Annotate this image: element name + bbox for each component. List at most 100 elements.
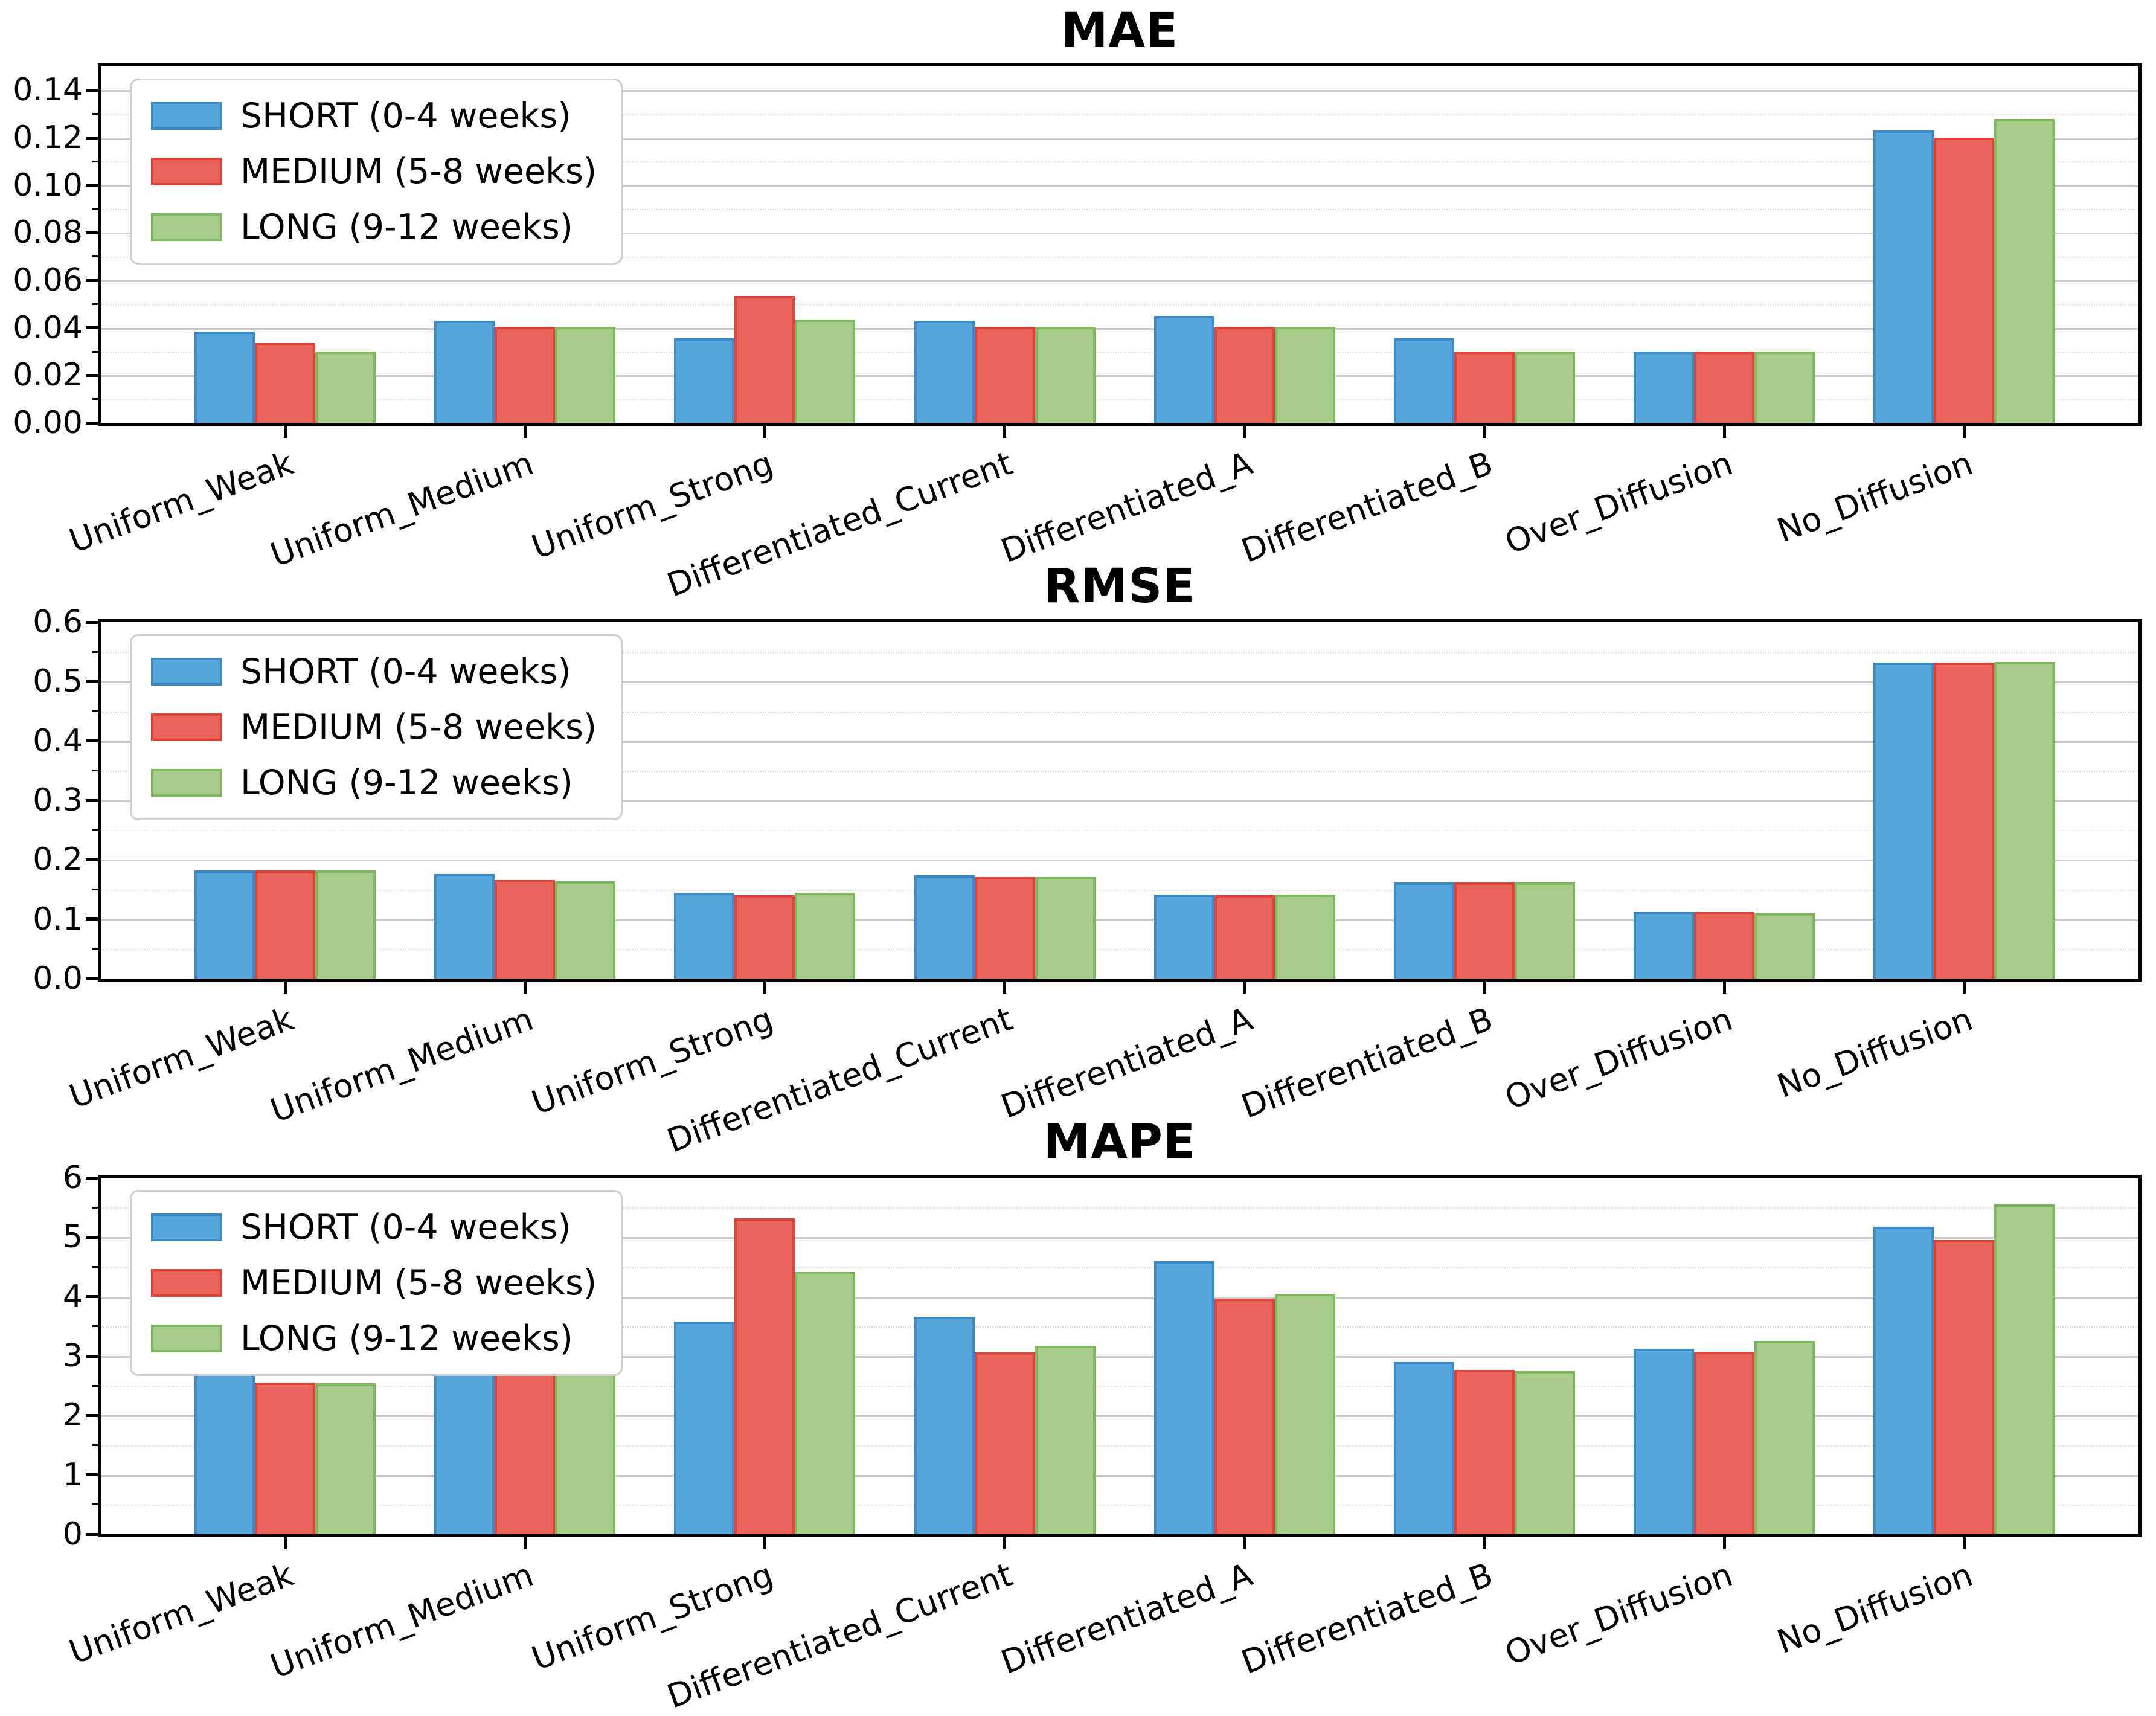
- x-tick-label: Uniform_Medium: [265, 1000, 538, 1130]
- bar-medium-differentiated_current: [974, 876, 1035, 979]
- x-tick: [283, 426, 287, 438]
- y-minor-tick: [92, 113, 98, 115]
- bar-medium-differentiated_current: [974, 326, 1035, 423]
- y-minor-tick: [92, 1384, 98, 1387]
- legend-entry: LONG (9-12 weeks): [151, 763, 597, 803]
- legend-swatch-icon: [151, 1325, 222, 1352]
- y-tick-label: 0.04: [13, 309, 83, 346]
- y-tick-label: 0.2: [33, 841, 83, 878]
- x-tick: [1962, 426, 1966, 438]
- bar-long-uniform_strong: [795, 1272, 856, 1534]
- x-tick-label: No_Diffusion: [1771, 1555, 1977, 1662]
- y-minor-tick: [92, 398, 98, 400]
- minor-gridline: [101, 304, 2138, 306]
- major-gridline: [101, 1237, 2138, 1239]
- legend-entry: MEDIUM (5-8 weeks): [151, 707, 597, 747]
- bar-short-uniform_medium: [434, 320, 495, 423]
- bar-long-differentiated_b: [1515, 352, 1575, 423]
- bar-medium-differentiated_a: [1214, 895, 1275, 979]
- y-major-tick: [86, 421, 98, 425]
- y-major-tick: [86, 136, 98, 140]
- bar-short-differentiated_current: [914, 320, 975, 423]
- legend-swatch-icon: [151, 213, 222, 241]
- x-tick: [1722, 1537, 1726, 1549]
- bar-short-no_diffusion: [1873, 662, 1934, 979]
- minor-gridline: [101, 1267, 2138, 1268]
- y-minor-tick: [92, 255, 98, 258]
- bar-short-over_diffusion: [1634, 911, 1695, 979]
- y-tick-label: 0.06: [13, 262, 83, 298]
- bar-long-uniform_medium: [555, 326, 616, 423]
- major-gridline: [101, 681, 2138, 684]
- mape-panel: MAPE 0 1 2 3 4 5 6 Uniform_Weak Uniform_Medium Un…: [63, 1115, 2142, 1716]
- y-major-tick: [86, 1176, 98, 1180]
- y-tick-label: 2: [62, 1397, 83, 1434]
- y-tick-label: 6: [62, 1160, 83, 1196]
- bar-medium-differentiated_b: [1454, 352, 1515, 423]
- legend: SHORT (0-4 weeks) MEDIUM (5-8 weeks) LONG …: [130, 79, 623, 265]
- x-tick-label: Differentiated_A: [996, 1000, 1258, 1126]
- bar-long-no_diffusion: [1994, 661, 2055, 979]
- x-tick: [283, 1537, 287, 1549]
- x-tick: [763, 426, 766, 438]
- bar-long-uniform_medium: [555, 1357, 616, 1534]
- x-tick: [1483, 1537, 1486, 1549]
- bar-long-no_diffusion: [1994, 1204, 2055, 1534]
- x-tick: [763, 1537, 766, 1549]
- y-major-tick: [86, 620, 98, 624]
- mae-panel: MAE 0.00 0.02 0.04 0.06 0.08 0.10 0.12 0.14 Unif…: [13, 4, 2142, 605]
- x-tick-label: Over_Diffusion: [1500, 444, 1737, 562]
- minor-gridline: [101, 1504, 2138, 1506]
- bar-short-no_diffusion: [1873, 1226, 1934, 1534]
- legend: SHORT (0-4 weeks) MEDIUM (5-8 weeks) LONG …: [130, 634, 623, 820]
- x-tick: [1962, 1537, 1966, 1549]
- bar-short-uniform_weak: [194, 1372, 255, 1534]
- major-gridline: [101, 233, 2138, 235]
- bar-long-differentiated_current: [1035, 876, 1096, 979]
- y-tick-label: 0.14: [13, 72, 83, 109]
- x-tick-label: Differentiated_B: [1236, 444, 1498, 570]
- bar-medium-differentiated_current: [974, 1352, 1035, 1534]
- y-minor-tick: [92, 1206, 98, 1209]
- major-gridline: [101, 1356, 2138, 1358]
- legend-label: SHORT (0-4 weeks): [240, 1207, 571, 1247]
- bar-medium-over_diffusion: [1694, 911, 1755, 979]
- bar-long-differentiated_b: [1515, 1371, 1575, 1534]
- bar-long-differentiated_a: [1274, 326, 1335, 423]
- major-gridline: [101, 375, 2138, 378]
- bar-short-differentiated_b: [1394, 1361, 1454, 1534]
- bar-short-over_diffusion: [1634, 1349, 1695, 1534]
- legend-label: SHORT (0-4 weeks): [240, 96, 571, 136]
- bar-medium-uniform_weak: [255, 1383, 315, 1534]
- legend-swatch-icon: [151, 713, 222, 741]
- bar-medium-uniform_weak: [255, 870, 315, 979]
- minor-gridline: [101, 652, 2138, 654]
- bar-short-uniform_strong: [674, 893, 735, 979]
- bar-short-differentiated_a: [1153, 895, 1214, 979]
- y-major-tick: [86, 1235, 98, 1239]
- y-tick-label: 3: [62, 1338, 83, 1374]
- legend-entry: SHORT (0-4 weeks): [151, 96, 597, 136]
- bar-short-differentiated_current: [914, 1317, 975, 1534]
- bar-long-over_diffusion: [1754, 1341, 1815, 1534]
- y-major-tick: [86, 680, 98, 683]
- legend-swatch-icon: [151, 769, 222, 797]
- bar-medium-differentiated_b: [1454, 1369, 1515, 1534]
- y-major-tick: [86, 88, 98, 92]
- y-tick-label: 0.08: [13, 214, 83, 251]
- bar-long-differentiated_b: [1515, 882, 1575, 979]
- y-major-tick: [86, 1295, 98, 1299]
- y-tick-label: 0: [62, 1516, 83, 1552]
- legend-label: LONG (9-12 weeks): [240, 207, 573, 247]
- legend-entry: LONG (9-12 weeks): [151, 207, 597, 247]
- x-tick: [523, 1537, 527, 1549]
- y-minor-tick: [92, 208, 98, 210]
- minor-gridline: [101, 830, 2138, 832]
- y-tick-label: 0.4: [33, 722, 83, 759]
- legend-entry: MEDIUM (5-8 weeks): [151, 152, 597, 191]
- mae-title: MAE: [1060, 4, 1179, 58]
- y-tick-label: 0.0: [33, 960, 83, 997]
- bar-medium-no_diffusion: [1934, 138, 1995, 423]
- y-major-tick: [86, 1473, 98, 1477]
